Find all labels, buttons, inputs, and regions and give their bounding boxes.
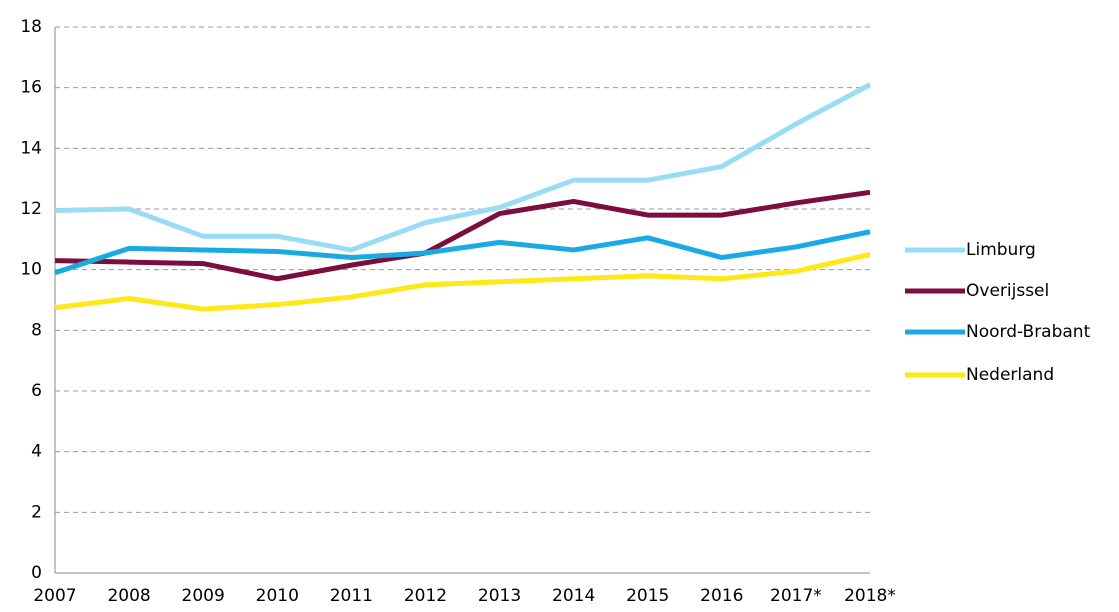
x-tick-label: 2013	[478, 586, 521, 606]
y-tick-label: 18	[20, 17, 42, 37]
x-tick-label: 2011	[330, 586, 373, 606]
series-line	[54, 229, 871, 276]
x-tick-label: 2010	[256, 586, 299, 606]
x-tick-label: 2008	[107, 586, 150, 606]
series-line	[54, 82, 872, 253]
legend-label: Nederland	[966, 365, 1054, 385]
x-tick-label: 2018*	[844, 586, 896, 606]
x-tick-label: 2014	[552, 586, 595, 606]
series-line	[54, 189, 871, 282]
y-tick-label: 16	[20, 78, 42, 98]
x-tick-label: 2009	[182, 586, 225, 606]
x-tick-label: 2017*	[770, 586, 822, 606]
y-tick-label: 10	[20, 260, 42, 280]
legend-label: Limburg	[966, 240, 1036, 260]
legend-label: Overijssel	[966, 281, 1049, 301]
legend-label: Noord-Brabant	[966, 322, 1091, 342]
y-tick-label: 4	[31, 442, 42, 462]
y-tick-label: 12	[20, 199, 42, 219]
y-tick-label: 6	[31, 381, 42, 401]
series-line	[54, 252, 871, 312]
x-tick-label: 2015	[626, 586, 669, 606]
x-tick-label: 2016	[700, 586, 743, 606]
y-tick-label: 0	[31, 563, 42, 583]
x-tick-label: 2007	[33, 586, 76, 606]
x-tick-label: 2012	[404, 586, 447, 606]
y-tick-label: 2	[31, 502, 42, 522]
y-tick-label: 14	[20, 138, 42, 158]
y-tick-label: 8	[31, 320, 42, 340]
